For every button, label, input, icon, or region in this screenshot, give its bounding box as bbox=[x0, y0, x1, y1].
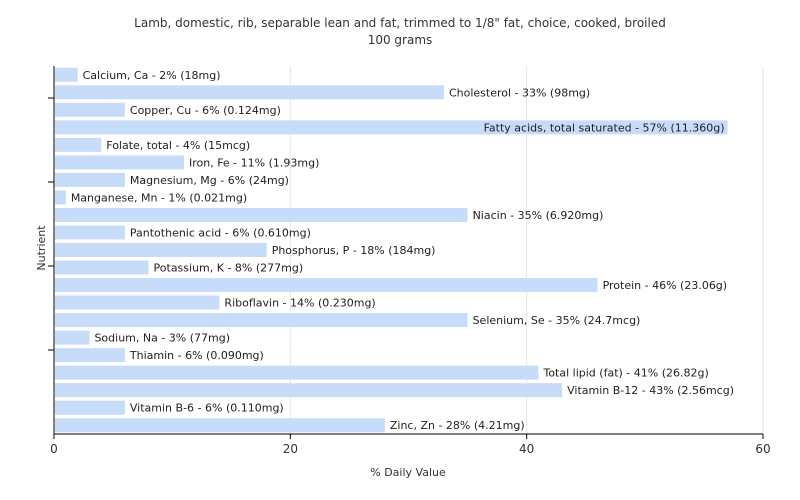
bar-label: Copper, Cu - 6% (0.124mg) bbox=[130, 104, 281, 117]
bar-label: Fatty acids, total saturated - 57% (11.3… bbox=[484, 121, 725, 134]
bar-pantothenic-acid bbox=[55, 225, 125, 240]
bar-label: Vitamin B-6 - 6% (0.110mg) bbox=[130, 402, 284, 415]
bar-label-layer: Calcium, Ca - 2% (18mg) Cholesterol - 33%… bbox=[71, 69, 734, 432]
bar-manganese-mn bbox=[55, 190, 66, 205]
bar-label: Iron, Fe - 11% (1.93mg) bbox=[189, 156, 319, 169]
bar-label: Protein - 46% (23.06g) bbox=[603, 279, 728, 292]
x-tick-label: 60 bbox=[755, 442, 770, 456]
x-axis-label: % Daily Value bbox=[370, 466, 446, 479]
bar-riboflavin bbox=[55, 295, 220, 310]
bar-sodium-na bbox=[55, 330, 90, 345]
x-tick-label: 0 bbox=[50, 442, 58, 456]
bar-label: Potassium, K - 8% (277mg) bbox=[154, 262, 304, 275]
x-tick-layer: 0 20 40 60 bbox=[50, 434, 771, 456]
bar-label: Riboflavin - 14% (0.230mg) bbox=[224, 297, 375, 310]
bar-label: Calcium, Ca - 2% (18mg) bbox=[83, 69, 221, 82]
bar-potassium-k bbox=[55, 260, 149, 275]
bar-label: Thiamin - 6% (0.090mg) bbox=[129, 349, 264, 362]
bar-label: Total lipid (fat) - 41% (26.82g) bbox=[542, 367, 708, 380]
bar-cholesterol bbox=[55, 85, 444, 100]
bar-label: Manganese, Mn - 1% (0.021mg) bbox=[71, 191, 247, 204]
bar-phosphorus-p bbox=[55, 243, 267, 257]
chart-title: Lamb, domestic, rib, separable lean and … bbox=[134, 16, 666, 30]
bar-total-lipid-fat bbox=[55, 365, 539, 380]
bar-fatty-acids-total-saturated bbox=[55, 120, 728, 135]
bar-vitamin-b-12 bbox=[55, 383, 563, 398]
x-tick-label: 40 bbox=[519, 442, 534, 456]
y-axis-label: Nutrient bbox=[35, 225, 48, 271]
x-tick-label: 20 bbox=[283, 442, 298, 456]
bar-label: Magnesium, Mg - 6% (24mg) bbox=[130, 174, 289, 187]
bar-vitamin-b-6 bbox=[55, 400, 125, 415]
chart-subtitle: 100 grams bbox=[368, 33, 433, 47]
bar-zinc-zn bbox=[55, 418, 385, 433]
bar-label: Folate, total - 4% (15mcg) bbox=[106, 139, 250, 152]
bar-label: Niacin - 35% (6.920mg) bbox=[473, 209, 604, 222]
bar-label: Cholesterol - 33% (98mg) bbox=[449, 86, 590, 99]
bar-label: Sodium, Na - 3% (77mg) bbox=[94, 332, 230, 345]
bar-label: Selenium, Se - 35% (24.7mcg) bbox=[473, 314, 641, 327]
bar-label: Vitamin B-12 - 43% (2.56mcg) bbox=[567, 384, 734, 397]
bar-copper-cu bbox=[55, 102, 125, 117]
axis-layer bbox=[48, 66, 763, 435]
bar-label: Phosphorus, P - 18% (184mg) bbox=[272, 244, 436, 257]
bar-calcium-ca bbox=[55, 67, 78, 82]
bar-selenium-se bbox=[55, 313, 468, 328]
bar-protein bbox=[55, 278, 598, 293]
bar-layer bbox=[55, 67, 728, 433]
bar-thiamin bbox=[55, 348, 125, 363]
bar-niacin bbox=[55, 207, 468, 222]
bar-magnesium-mg bbox=[55, 172, 125, 187]
bar-label: Zinc, Zn - 28% (4.21mg) bbox=[390, 419, 525, 432]
bar-folate-total bbox=[55, 137, 102, 152]
bar-iron-fe bbox=[55, 155, 184, 170]
bar-label: Pantothenic acid - 6% (0.610mg) bbox=[130, 226, 311, 239]
